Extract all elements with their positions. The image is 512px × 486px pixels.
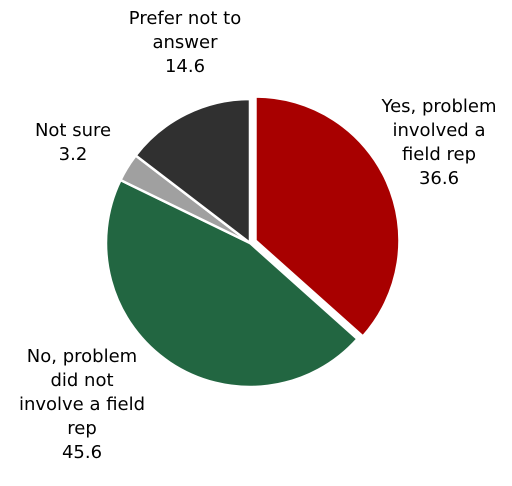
slice-label-2: Not sure 3.2 xyxy=(35,120,111,165)
pie-slice-1 xyxy=(104,178,359,389)
pie-slice-3 xyxy=(134,97,252,245)
slice-label-1: No, problem did not involve a field rep 45.6 xyxy=(19,346,145,463)
slice-name-line: Prefer not to xyxy=(129,8,241,29)
slice-name-line: No, problem xyxy=(27,346,137,367)
pie-labels: Yes, problem involved a field rep 36.6 No, p… xyxy=(19,8,497,463)
slice-label-3: Prefer not to answer 14.6 xyxy=(129,8,241,77)
pie-slice-0 xyxy=(254,95,401,338)
pie-slices xyxy=(104,95,401,389)
slice-name-line: involved a xyxy=(393,120,486,141)
slice-label-0: Yes, problem involved a field rep 36.6 xyxy=(381,96,497,189)
slice-name-line: did not xyxy=(50,370,113,391)
slice-name-line: rep xyxy=(67,418,97,439)
slice-name-line: answer xyxy=(152,32,218,53)
slice-name-line: involve a field xyxy=(19,394,145,415)
slice-name-line: field rep xyxy=(402,144,476,165)
slice-name-line: Not sure xyxy=(35,120,111,141)
slice-value-label: 45.6 xyxy=(62,442,102,463)
slice-value-label: 3.2 xyxy=(59,144,88,165)
slice-name-line: Yes, problem xyxy=(381,96,497,117)
slice-value-label: 14.6 xyxy=(165,56,205,77)
slice-value-label: 36.6 xyxy=(419,168,459,189)
